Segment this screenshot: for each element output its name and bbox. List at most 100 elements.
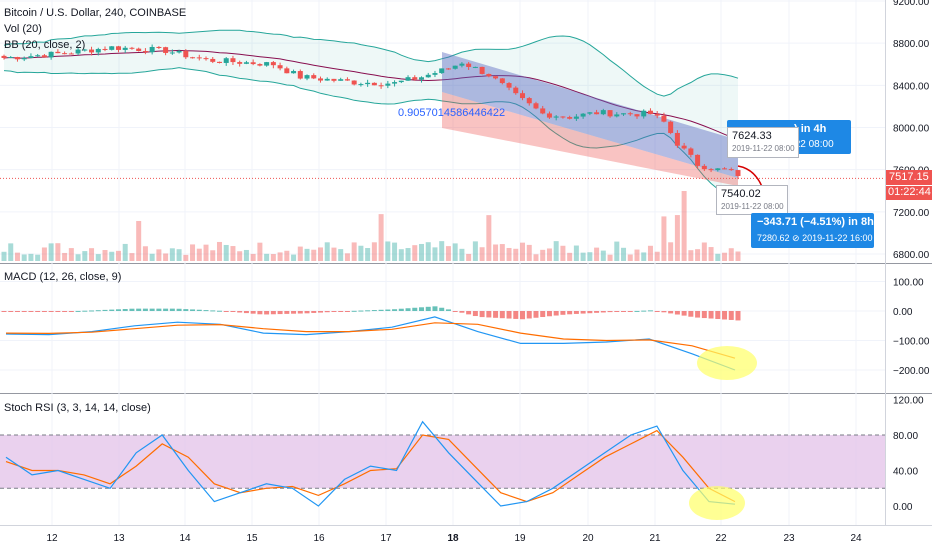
bb-indicator-label[interactable]: BB (20, close, 2) bbox=[4, 39, 86, 51]
candle-body[interactable] bbox=[398, 80, 404, 83]
candle-body[interactable] bbox=[546, 113, 552, 118]
candle-body[interactable] bbox=[573, 116, 579, 119]
candle-body[interactable] bbox=[331, 78, 337, 81]
candle-body[interactable] bbox=[378, 85, 384, 87]
candle-body[interactable] bbox=[614, 114, 620, 117]
candle-body[interactable] bbox=[466, 63, 472, 67]
candle-body[interactable] bbox=[607, 110, 613, 117]
candle-body[interactable] bbox=[28, 56, 34, 58]
candle-body[interactable] bbox=[520, 93, 526, 99]
candle-body[interactable] bbox=[351, 80, 357, 85]
candle-body[interactable] bbox=[82, 49, 88, 51]
candle-body[interactable] bbox=[169, 52, 175, 54]
candle-body[interactable] bbox=[21, 57, 27, 60]
candle-body[interactable] bbox=[338, 79, 344, 81]
candle-body[interactable] bbox=[41, 55, 47, 58]
candle-body[interactable] bbox=[728, 169, 734, 171]
candle-body[interactable] bbox=[499, 78, 505, 84]
candle-body[interactable] bbox=[540, 108, 546, 114]
candle-body[interactable] bbox=[412, 77, 418, 80]
candle-body[interactable] bbox=[304, 75, 310, 79]
candle-body[interactable] bbox=[459, 63, 465, 66]
candle-body[interactable] bbox=[115, 46, 121, 50]
candle-body[interactable] bbox=[587, 112, 593, 114]
candle-body[interactable] bbox=[311, 75, 317, 79]
candle-body[interactable] bbox=[371, 82, 377, 86]
candle-body[interactable] bbox=[486, 73, 492, 77]
candle-body[interactable] bbox=[385, 83, 391, 86]
candle-body[interactable] bbox=[627, 113, 633, 115]
candle-body[interactable] bbox=[14, 57, 20, 60]
candle-body[interactable] bbox=[634, 114, 640, 117]
candle-body[interactable] bbox=[452, 65, 458, 69]
price-tooltip-upper[interactable]: 7624.33 2019-11-22 08:00 bbox=[727, 127, 799, 158]
candle-body[interactable] bbox=[142, 51, 148, 53]
candle-body[interactable] bbox=[176, 50, 182, 53]
stoch-rsi-highlight-circle[interactable] bbox=[689, 486, 745, 520]
candle-body[interactable] bbox=[8, 57, 14, 59]
macd-pane[interactable] bbox=[0, 281, 885, 381]
candle-body[interactable] bbox=[102, 48, 108, 50]
candle-body[interactable] bbox=[203, 58, 209, 60]
measure-box-lower[interactable]: −343.71 (−4.51%) in 8h 7280.62 ⊘ 2019-11… bbox=[751, 213, 874, 248]
candle-body[interactable] bbox=[190, 57, 196, 59]
candle-body[interactable] bbox=[425, 74, 431, 78]
candle-body[interactable] bbox=[163, 47, 169, 53]
candle-body[interactable] bbox=[68, 53, 74, 55]
candle-body[interactable] bbox=[216, 61, 222, 63]
candle-body[interactable] bbox=[122, 47, 128, 50]
candle-body[interactable] bbox=[149, 46, 155, 53]
candle-body[interactable] bbox=[445, 68, 451, 70]
candle-body[interactable] bbox=[567, 117, 573, 119]
candle-body[interactable] bbox=[230, 58, 236, 63]
candle-body[interactable] bbox=[156, 46, 162, 48]
symbol-title[interactable]: Bitcoin / U.S. Dollar, 240, COINBASE bbox=[4, 7, 187, 19]
candle-body[interactable] bbox=[594, 112, 600, 115]
candle-body[interactable] bbox=[647, 110, 653, 115]
candle-body[interactable] bbox=[661, 115, 667, 122]
stoch-rsi-indicator-label[interactable]: Stoch RSI (3, 3, 14, 14, close) bbox=[4, 402, 151, 414]
candle-body[interactable] bbox=[722, 168, 728, 170]
candle-body[interactable] bbox=[284, 68, 290, 74]
candle-body[interactable] bbox=[183, 50, 189, 58]
candle-body[interactable] bbox=[553, 116, 559, 118]
vol-indicator-label[interactable]: Vol (20) bbox=[4, 23, 42, 35]
candle-body[interactable] bbox=[513, 87, 519, 94]
candle-body[interactable] bbox=[688, 148, 694, 155]
candle-body[interactable] bbox=[75, 49, 81, 54]
candle-body[interactable] bbox=[695, 154, 701, 166]
regression-channel-lower[interactable] bbox=[442, 92, 738, 186]
candle-body[interactable] bbox=[291, 71, 297, 74]
candle-body[interactable] bbox=[109, 46, 115, 50]
candle-body[interactable] bbox=[674, 132, 680, 146]
candle-body[interactable] bbox=[668, 121, 674, 133]
candle-body[interactable] bbox=[432, 73, 438, 75]
candle-body[interactable] bbox=[270, 62, 276, 66]
candle-body[interactable] bbox=[392, 82, 398, 84]
candle-body[interactable] bbox=[62, 53, 68, 55]
candle-body[interactable] bbox=[472, 66, 478, 68]
candle-body[interactable] bbox=[506, 83, 512, 88]
candle-body[interactable] bbox=[344, 79, 350, 81]
candle-body[interactable] bbox=[715, 168, 721, 171]
candle-body[interactable] bbox=[580, 113, 586, 117]
macd-indicator-label[interactable]: MACD (12, 26, close, 9) bbox=[4, 271, 122, 283]
candle-body[interactable] bbox=[264, 62, 270, 66]
candle-body[interactable] bbox=[243, 62, 249, 64]
candle-body[interactable] bbox=[324, 78, 330, 81]
candle-body[interactable] bbox=[250, 62, 256, 65]
macd-highlight-circle[interactable] bbox=[697, 346, 757, 380]
candle-body[interactable] bbox=[358, 84, 364, 86]
candle-body[interactable] bbox=[35, 55, 41, 57]
price-tooltip-lower[interactable]: 7540.02 2019-11-22 08:00 bbox=[716, 185, 788, 215]
candle-body[interactable] bbox=[317, 78, 323, 81]
candle-body[interactable] bbox=[526, 98, 532, 104]
candle-body[interactable] bbox=[297, 71, 303, 79]
candle-body[interactable] bbox=[701, 165, 707, 170]
candle-body[interactable] bbox=[681, 145, 687, 149]
candle-body[interactable] bbox=[365, 82, 371, 85]
candle-body[interactable] bbox=[196, 57, 202, 59]
candle-body[interactable] bbox=[533, 103, 539, 109]
stoch-rsi-pane[interactable] bbox=[0, 420, 885, 520]
